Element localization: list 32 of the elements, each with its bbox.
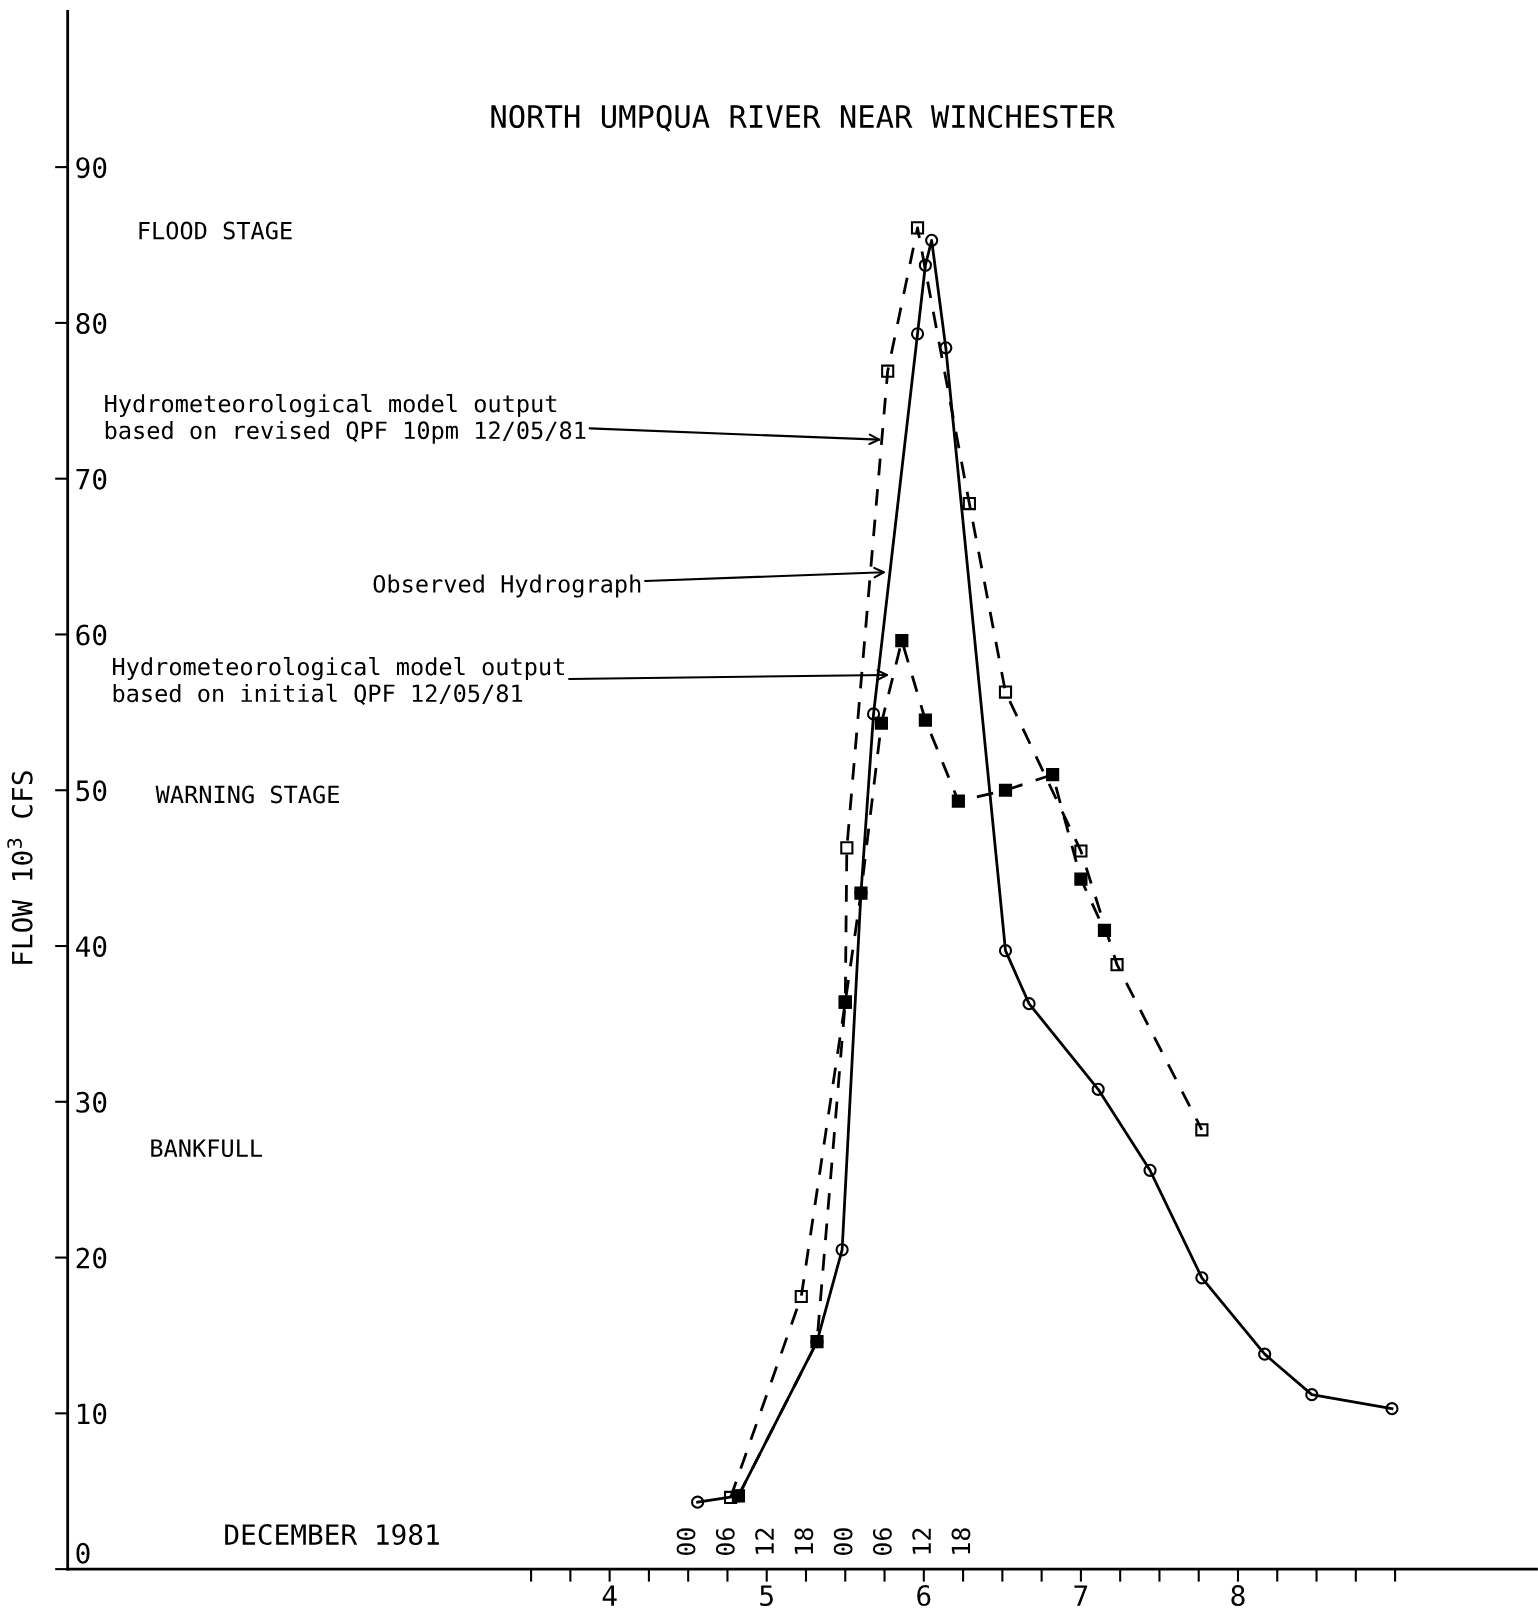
- y-tick-label: 80: [76, 312, 107, 334]
- y-tick-label: 0: [76, 1542, 90, 1564]
- annotation: 00: [676, 1528, 696, 1556]
- annotation: 06: [872, 1528, 892, 1556]
- x-axis-title: DECEMBER 1981: [225, 1524, 439, 1546]
- text: NORTH UMPQUA RIVER NEAR WINCHESTER: [491, 104, 1115, 132]
- x-tick-label: 8: [1231, 1585, 1245, 1607]
- annotation: BANKFULL: [151, 1139, 262, 1157]
- y-tick-label: 50: [76, 780, 107, 802]
- y-tick-label: 60: [76, 624, 107, 646]
- y-tick-label: 20: [76, 1247, 107, 1269]
- y-tick-label: 40: [76, 936, 107, 958]
- y-tick-label: 70: [76, 468, 107, 490]
- annotation: WARNING STAGE: [155, 785, 339, 804]
- y-tick-label: 30: [76, 1091, 107, 1113]
- x-tick-label: 4: [602, 1585, 617, 1606]
- x-tick-label: 5: [760, 1585, 773, 1607]
- annotation: 12: [755, 1528, 774, 1554]
- annotation: 12: [912, 1528, 931, 1554]
- annotation: FLOOD STAGE: [139, 221, 292, 240]
- annotation: 18: [951, 1528, 971, 1554]
- annotation: Observed Hydrograph: [373, 574, 641, 598]
- annotation: Hydrometeorological model output based on initial QPF 12/05/81: [113, 657, 565, 705]
- annotation: 06: [715, 1528, 735, 1556]
- annotation: Hydrometeorological model output based on revised QPF 10pm 12/05/81: [105, 394, 586, 444]
- y-tick-label: 10: [77, 1403, 107, 1425]
- x-tick-label: 7: [1074, 1585, 1088, 1606]
- y-axis-title: FLOW 10$^{3}$ CFS: [7, 771, 33, 964]
- annotation: 18: [794, 1528, 814, 1554]
- y-tick-label: 90: [76, 157, 107, 179]
- x-tick-label: 6: [917, 1585, 931, 1607]
- annotation: 00: [833, 1528, 853, 1556]
